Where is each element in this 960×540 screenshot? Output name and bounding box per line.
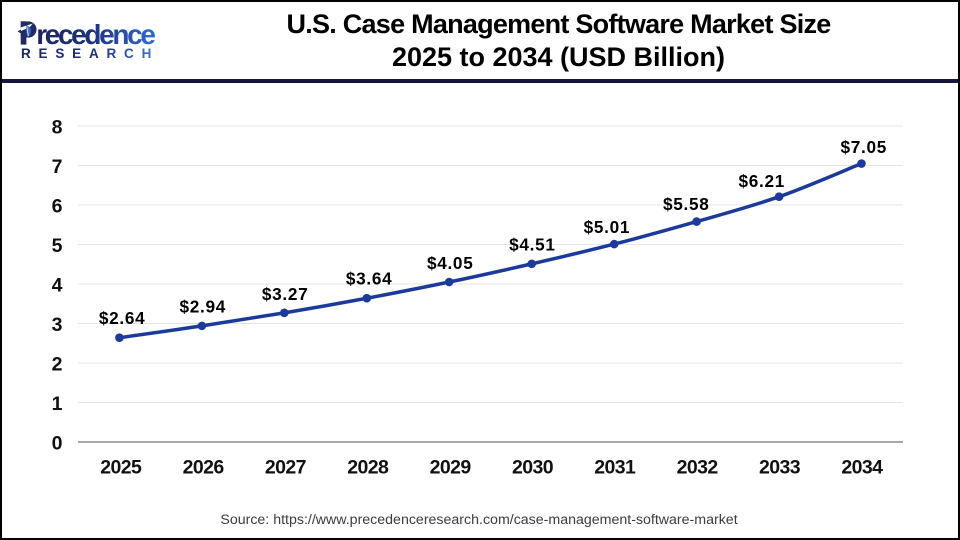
svg-text:$4.05: $4.05 bbox=[427, 253, 474, 273]
svg-text:$5.01: $5.01 bbox=[584, 217, 631, 237]
svg-text:2034: 2034 bbox=[841, 456, 883, 478]
svg-text:2033: 2033 bbox=[759, 456, 801, 478]
svg-text:5: 5 bbox=[52, 235, 63, 257]
svg-text:$2.94: $2.94 bbox=[180, 296, 227, 316]
svg-text:2029: 2029 bbox=[430, 456, 472, 478]
svg-text:$3.27: $3.27 bbox=[262, 284, 309, 304]
svg-text:3: 3 bbox=[52, 314, 63, 336]
svg-text:2026: 2026 bbox=[183, 456, 225, 478]
svg-text:2031: 2031 bbox=[594, 456, 636, 478]
svg-text:8: 8 bbox=[52, 117, 63, 139]
svg-text:$3.64: $3.64 bbox=[346, 269, 393, 289]
svg-text:0: 0 bbox=[52, 433, 63, 455]
svg-text:2030: 2030 bbox=[512, 456, 554, 478]
svg-text:7: 7 bbox=[52, 156, 63, 178]
svg-text:2027: 2027 bbox=[265, 456, 306, 478]
svg-text:$7.05: $7.05 bbox=[841, 137, 888, 157]
svg-text:$2.64: $2.64 bbox=[99, 308, 146, 328]
svg-text:2025: 2025 bbox=[100, 456, 142, 478]
svg-text:4: 4 bbox=[52, 275, 63, 297]
svg-text:$6.21: $6.21 bbox=[739, 171, 786, 191]
svg-text:$5.58: $5.58 bbox=[663, 194, 710, 214]
svg-text:6: 6 bbox=[52, 196, 63, 218]
svg-text:RESEARCH: RESEARCH bbox=[21, 46, 159, 61]
svg-text:$4.51: $4.51 bbox=[509, 235, 556, 255]
svg-text:2032: 2032 bbox=[677, 456, 719, 478]
svg-text:1: 1 bbox=[52, 393, 63, 415]
svg-text:recedence: recedence bbox=[36, 19, 155, 50]
svg-text:2: 2 bbox=[52, 354, 63, 376]
svg-text:2028: 2028 bbox=[347, 456, 389, 478]
